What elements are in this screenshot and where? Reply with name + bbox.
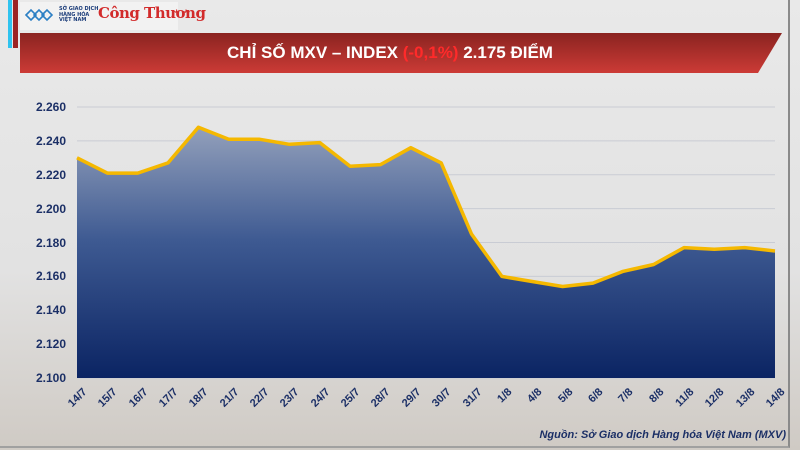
title-suffix: 2.175 ĐIỂM: [458, 43, 553, 62]
y-tick-label: 2.140: [35, 303, 66, 318]
y-tick-label: 2.220: [35, 167, 66, 182]
y-tick-label: 2.260: [35, 100, 66, 114]
title-change: (-0,1%): [402, 43, 459, 62]
org-name: SỞ GIAO DỊCH HÀNG HÓA VIỆT NAM: [59, 6, 99, 23]
y-tick-label: 2.160: [35, 269, 66, 284]
y-tick-label: 2.200: [35, 201, 66, 216]
chart-title: CHỈ SỐ MXV – INDEX (-0,1%) 2.175 ĐIỂM: [20, 33, 760, 73]
y-tick-label: 2.180: [35, 235, 66, 250]
accent-bar-red: [13, 0, 18, 48]
brand-logo: Công Thương: [98, 4, 206, 22]
y-tick-label: 2.120: [35, 337, 66, 352]
logo-area: [20, 2, 178, 30]
accent-bar-blue: [8, 0, 12, 48]
y-tick-label: 2.240: [35, 133, 66, 148]
title-prefix: CHỈ SỐ MXV – INDEX: [227, 43, 403, 62]
mxv-logo-icon: [24, 8, 54, 22]
title-banner: [20, 33, 782, 73]
source-note: Nguồn: Sở Giao dịch Hàng hóa Việt Nam (M…: [539, 429, 786, 441]
y-tick-label: 2.100: [35, 371, 66, 385]
area-fill: [77, 127, 775, 378]
index-line: [76, 125, 776, 289]
